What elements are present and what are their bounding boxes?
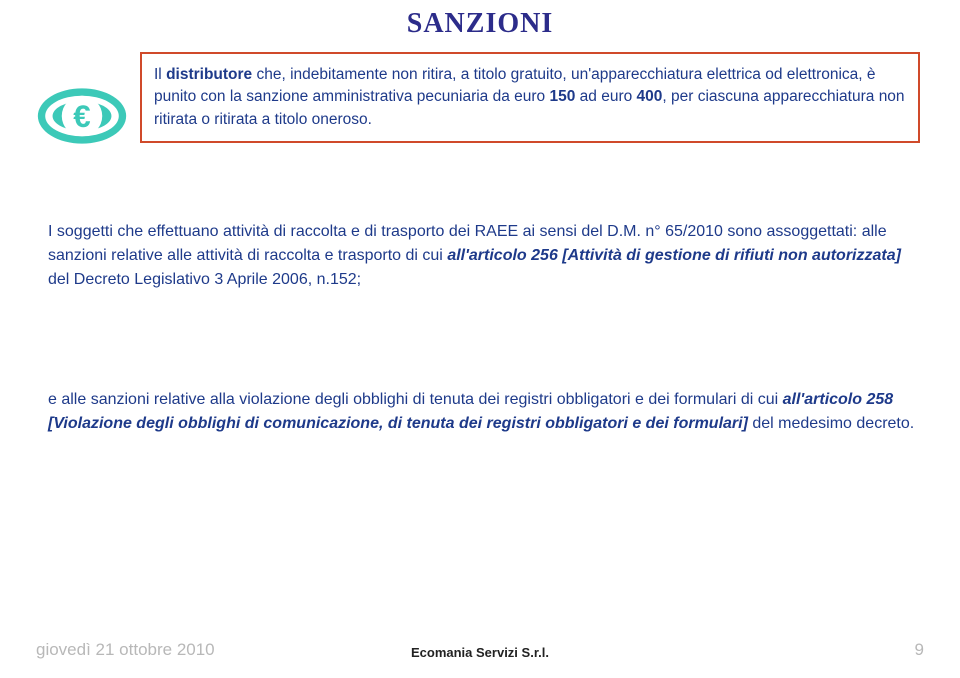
- svg-text:€: €: [73, 99, 90, 134]
- sanction-box-1: Il distributore che, indebitamente non r…: [140, 52, 920, 143]
- box1-text-e: ad euro: [575, 88, 636, 105]
- para2-emph-articolo256: all'articolo 256 [Attività di gestione d…: [447, 247, 901, 264]
- box1-text-a: Il: [154, 66, 166, 83]
- para2-text-c: del Decreto Legislativo 3 Aprile 2006, n…: [48, 271, 361, 288]
- box1-bold-150: 150: [549, 88, 575, 105]
- para3-text-a: e alle sanzioni relative alla violazione…: [48, 391, 783, 408]
- paragraph-3: e alle sanzioni relative alla violazione…: [48, 388, 918, 436]
- page-title: SANZIONI: [0, 0, 960, 40]
- box1-bold-400: 400: [637, 88, 663, 105]
- footer-company: Ecomania Servizi S.r.l.: [0, 645, 960, 660]
- footer-page-number: 9: [915, 640, 924, 660]
- paragraph-2: I soggetti che effettuano attività di ra…: [48, 220, 918, 292]
- euro-eye-icon: €: [36, 70, 128, 162]
- box1-bold-distributore: distributore: [166, 66, 252, 83]
- para3-text-c: del medesimo decreto.: [748, 415, 914, 432]
